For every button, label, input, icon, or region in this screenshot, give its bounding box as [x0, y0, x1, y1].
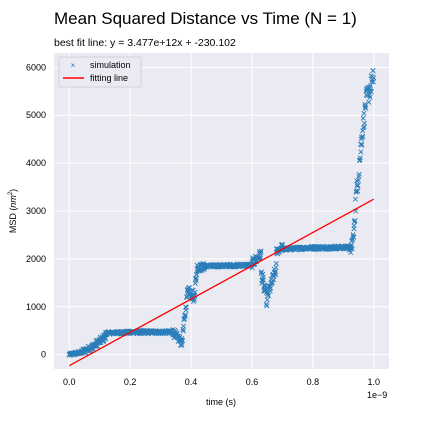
y-tick-label: 1000: [26, 302, 46, 312]
x-tick-label: 0.6: [246, 377, 259, 387]
x-tick-label: 0.8: [307, 377, 320, 387]
y-tick-label: 6000: [26, 62, 46, 72]
y-tick-label: 0: [41, 350, 46, 360]
x-tick-label: 0.2: [124, 377, 137, 387]
legend-marker-simulation: ×: [71, 61, 76, 70]
y-tick-label: 2000: [26, 254, 46, 264]
y-tick-label: 5000: [26, 110, 46, 120]
y-axis-label: MSD (nm2): [8, 189, 18, 233]
x-tick-label: 1.0: [368, 377, 381, 387]
chart-subtitle: best fit line: y = 3.477e+12x + -230.102: [54, 37, 236, 49]
legend-label-fitting: fitting line: [90, 73, 128, 83]
chart-title: Mean Squared Distance vs Time (N = 1): [54, 9, 357, 28]
legend-label-simulation: simulation: [90, 60, 131, 70]
x-axis-offset-label: 1e−9: [367, 390, 387, 400]
legend: × simulation fitting line: [59, 57, 141, 87]
x-tick-labels: 0.0 0.2 0.4 0.6 0.8 1.0: [63, 377, 380, 387]
y-tick-labels: 0 1000 2000 3000 4000 5000 6000: [26, 62, 46, 359]
y-tick-label: 3000: [26, 206, 46, 216]
y-tick-label: 4000: [26, 158, 46, 168]
x-tick-label: 0.0: [63, 377, 76, 387]
x-tick-label: 0.4: [185, 377, 198, 387]
x-axis-label: time (s): [206, 397, 236, 407]
